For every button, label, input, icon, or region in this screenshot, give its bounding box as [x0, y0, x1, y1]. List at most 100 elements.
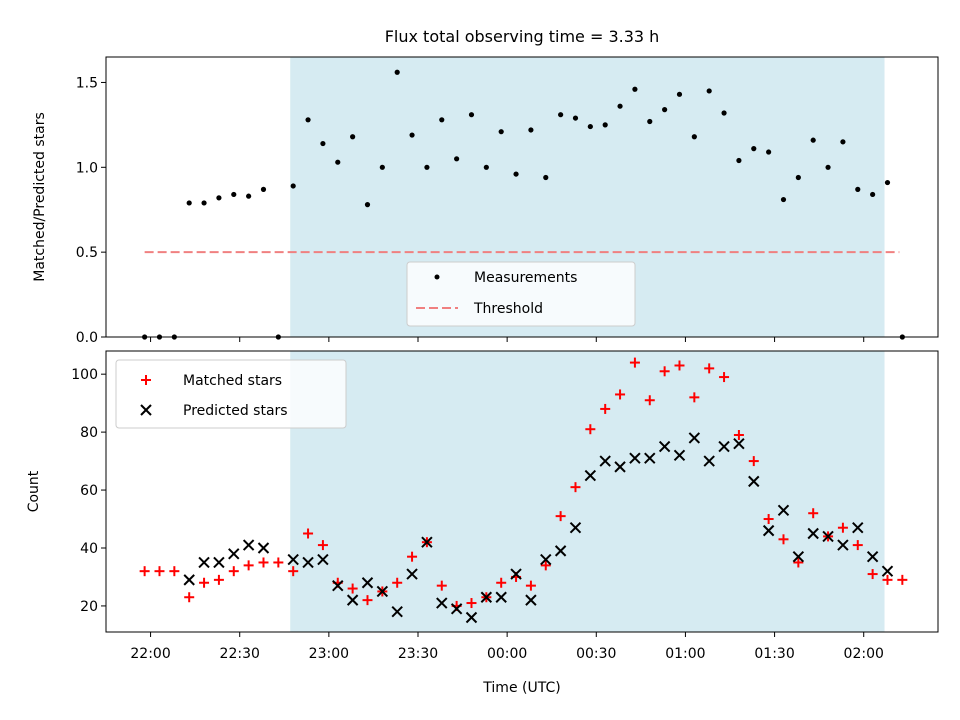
- cross-stroke-b: [777, 504, 790, 517]
- top-y-axis-label: Matched/Predicted stars: [32, 112, 48, 282]
- measurement-point: [691, 134, 697, 140]
- matched-star-point: [867, 569, 878, 580]
- matched-star-point: [882, 574, 893, 585]
- matched-star-point: [748, 456, 759, 467]
- cross-stroke-b: [302, 556, 314, 569]
- matched-star-point: [169, 566, 180, 577]
- measurement-point: [409, 132, 415, 138]
- bottom-y-tick-label: 60: [80, 483, 98, 499]
- measurement-point: [513, 171, 519, 177]
- cross-stroke-b: [733, 437, 745, 450]
- top-panel: 0.0 0.5 1.0 1.5 Flux total observing time =…: [32, 27, 939, 346]
- bottom-y-tick-label: 20: [80, 599, 98, 615]
- x-tick-label: 00:00: [487, 646, 527, 662]
- predicted-star-point: [287, 553, 299, 566]
- cross-stroke-b: [510, 568, 522, 580]
- cross-stroke-b: [837, 539, 849, 551]
- cross-stroke-b: [866, 550, 879, 563]
- measurement-point: [394, 69, 400, 75]
- matched-star-point: [793, 557, 804, 568]
- matched-star-point: [555, 511, 566, 522]
- cross-stroke-b: [465, 611, 478, 624]
- matched-star-point: [317, 540, 328, 551]
- matched-star-point: [258, 557, 269, 568]
- cross-stroke-b: [242, 539, 255, 551]
- measurement-point: [617, 103, 623, 109]
- matched-star-point: [407, 551, 418, 562]
- matched-star-point: [436, 580, 447, 591]
- bottom-panel: 20 40 60 80 100 22:00 22:30 23:00 23:30 00:00 00:…: [26, 350, 939, 696]
- matched-star-point: [466, 598, 477, 609]
- matched-star-point: [199, 577, 210, 588]
- legend-predicted-label: Predicted stars: [183, 403, 288, 419]
- top-y-ticks: 0.0 0.5 1.0 1.5: [76, 75, 106, 346]
- matched-star-point: [392, 577, 403, 588]
- measurement-point: [825, 164, 831, 170]
- predicted-star-point: [777, 504, 790, 517]
- predicted-star-point: [346, 594, 359, 606]
- measurement-point: [231, 191, 237, 198]
- cross-stroke-b: [361, 577, 374, 589]
- measurement-point: [543, 174, 549, 181]
- top-y-tick-label: 0.0: [76, 330, 98, 346]
- x-tick-label: 01:00: [665, 646, 705, 662]
- measurement-point: [647, 118, 653, 125]
- cross-stroke-b: [495, 591, 507, 603]
- cross-stroke-b: [792, 550, 805, 563]
- cross-stroke-b: [317, 553, 329, 566]
- measurement-point: [335, 159, 341, 165]
- cross-stroke-b: [599, 455, 611, 467]
- measurement-point: [320, 140, 326, 147]
- matched-star-point: [733, 430, 744, 441]
- predicted-star-point: [450, 603, 463, 615]
- matched-star-point: [585, 424, 596, 435]
- cross-stroke-b: [703, 455, 715, 467]
- cross-stroke-b: [213, 556, 225, 569]
- bottom-y-tick-label: 100: [71, 367, 98, 383]
- cross-stroke-b: [762, 524, 775, 537]
- cross-stroke-b: [673, 449, 686, 461]
- cross-stroke-b: [584, 469, 597, 482]
- measurement-points: [142, 69, 905, 340]
- bottom-legend: Matched stars Predicted stars: [115, 359, 347, 429]
- matched-star-point: [213, 574, 224, 585]
- measurement-point: [468, 112, 475, 118]
- bottom-y-tick-label: 80: [80, 425, 98, 441]
- bottom-legend-box: [115, 359, 347, 429]
- cross-stroke-b: [881, 565, 894, 577]
- predicted-star-point: [510, 568, 522, 580]
- top-y-tick-label: 1.5: [76, 75, 98, 91]
- cross-stroke-b: [450, 603, 463, 615]
- measurement-point: [706, 88, 712, 94]
- measurement-point: [305, 117, 311, 123]
- predicted-star-point: [302, 556, 314, 569]
- predicted-star-point: [421, 536, 433, 548]
- measurement-point: [558, 112, 564, 118]
- cross-stroke-b: [287, 553, 299, 566]
- legend-plus-mark: [141, 375, 151, 385]
- measurement-point: [810, 137, 816, 143]
- predicted-star-point: [688, 432, 701, 444]
- cross-stroke-b: [346, 594, 359, 606]
- matched-star-point: [139, 566, 150, 577]
- predicted-star-point: [242, 539, 255, 551]
- predicted-star-point: [495, 591, 507, 603]
- measurement-point: [498, 129, 504, 135]
- measurement-point: [246, 193, 252, 199]
- predicted-star-point: [228, 548, 240, 560]
- measurement-point: [454, 156, 460, 162]
- measurement-point: [350, 134, 356, 140]
- cross-stroke-b: [198, 556, 210, 569]
- bottom-observing-window-shade: [290, 351, 885, 632]
- matched-star-point: [778, 534, 789, 545]
- cross-stroke-b: [658, 440, 671, 453]
- predicted-star-point: [332, 579, 344, 592]
- measurement-point: [290, 183, 296, 189]
- chart-title: Flux total observing time = 3.33 h: [385, 27, 660, 46]
- predicted-star-point: [406, 568, 418, 580]
- predicted-star-point: [376, 585, 389, 598]
- measurement-point: [587, 123, 593, 130]
- x-axis-label: Time (UTC): [482, 680, 560, 696]
- predicted-star-point: [658, 440, 671, 453]
- matched-star-point: [659, 366, 670, 377]
